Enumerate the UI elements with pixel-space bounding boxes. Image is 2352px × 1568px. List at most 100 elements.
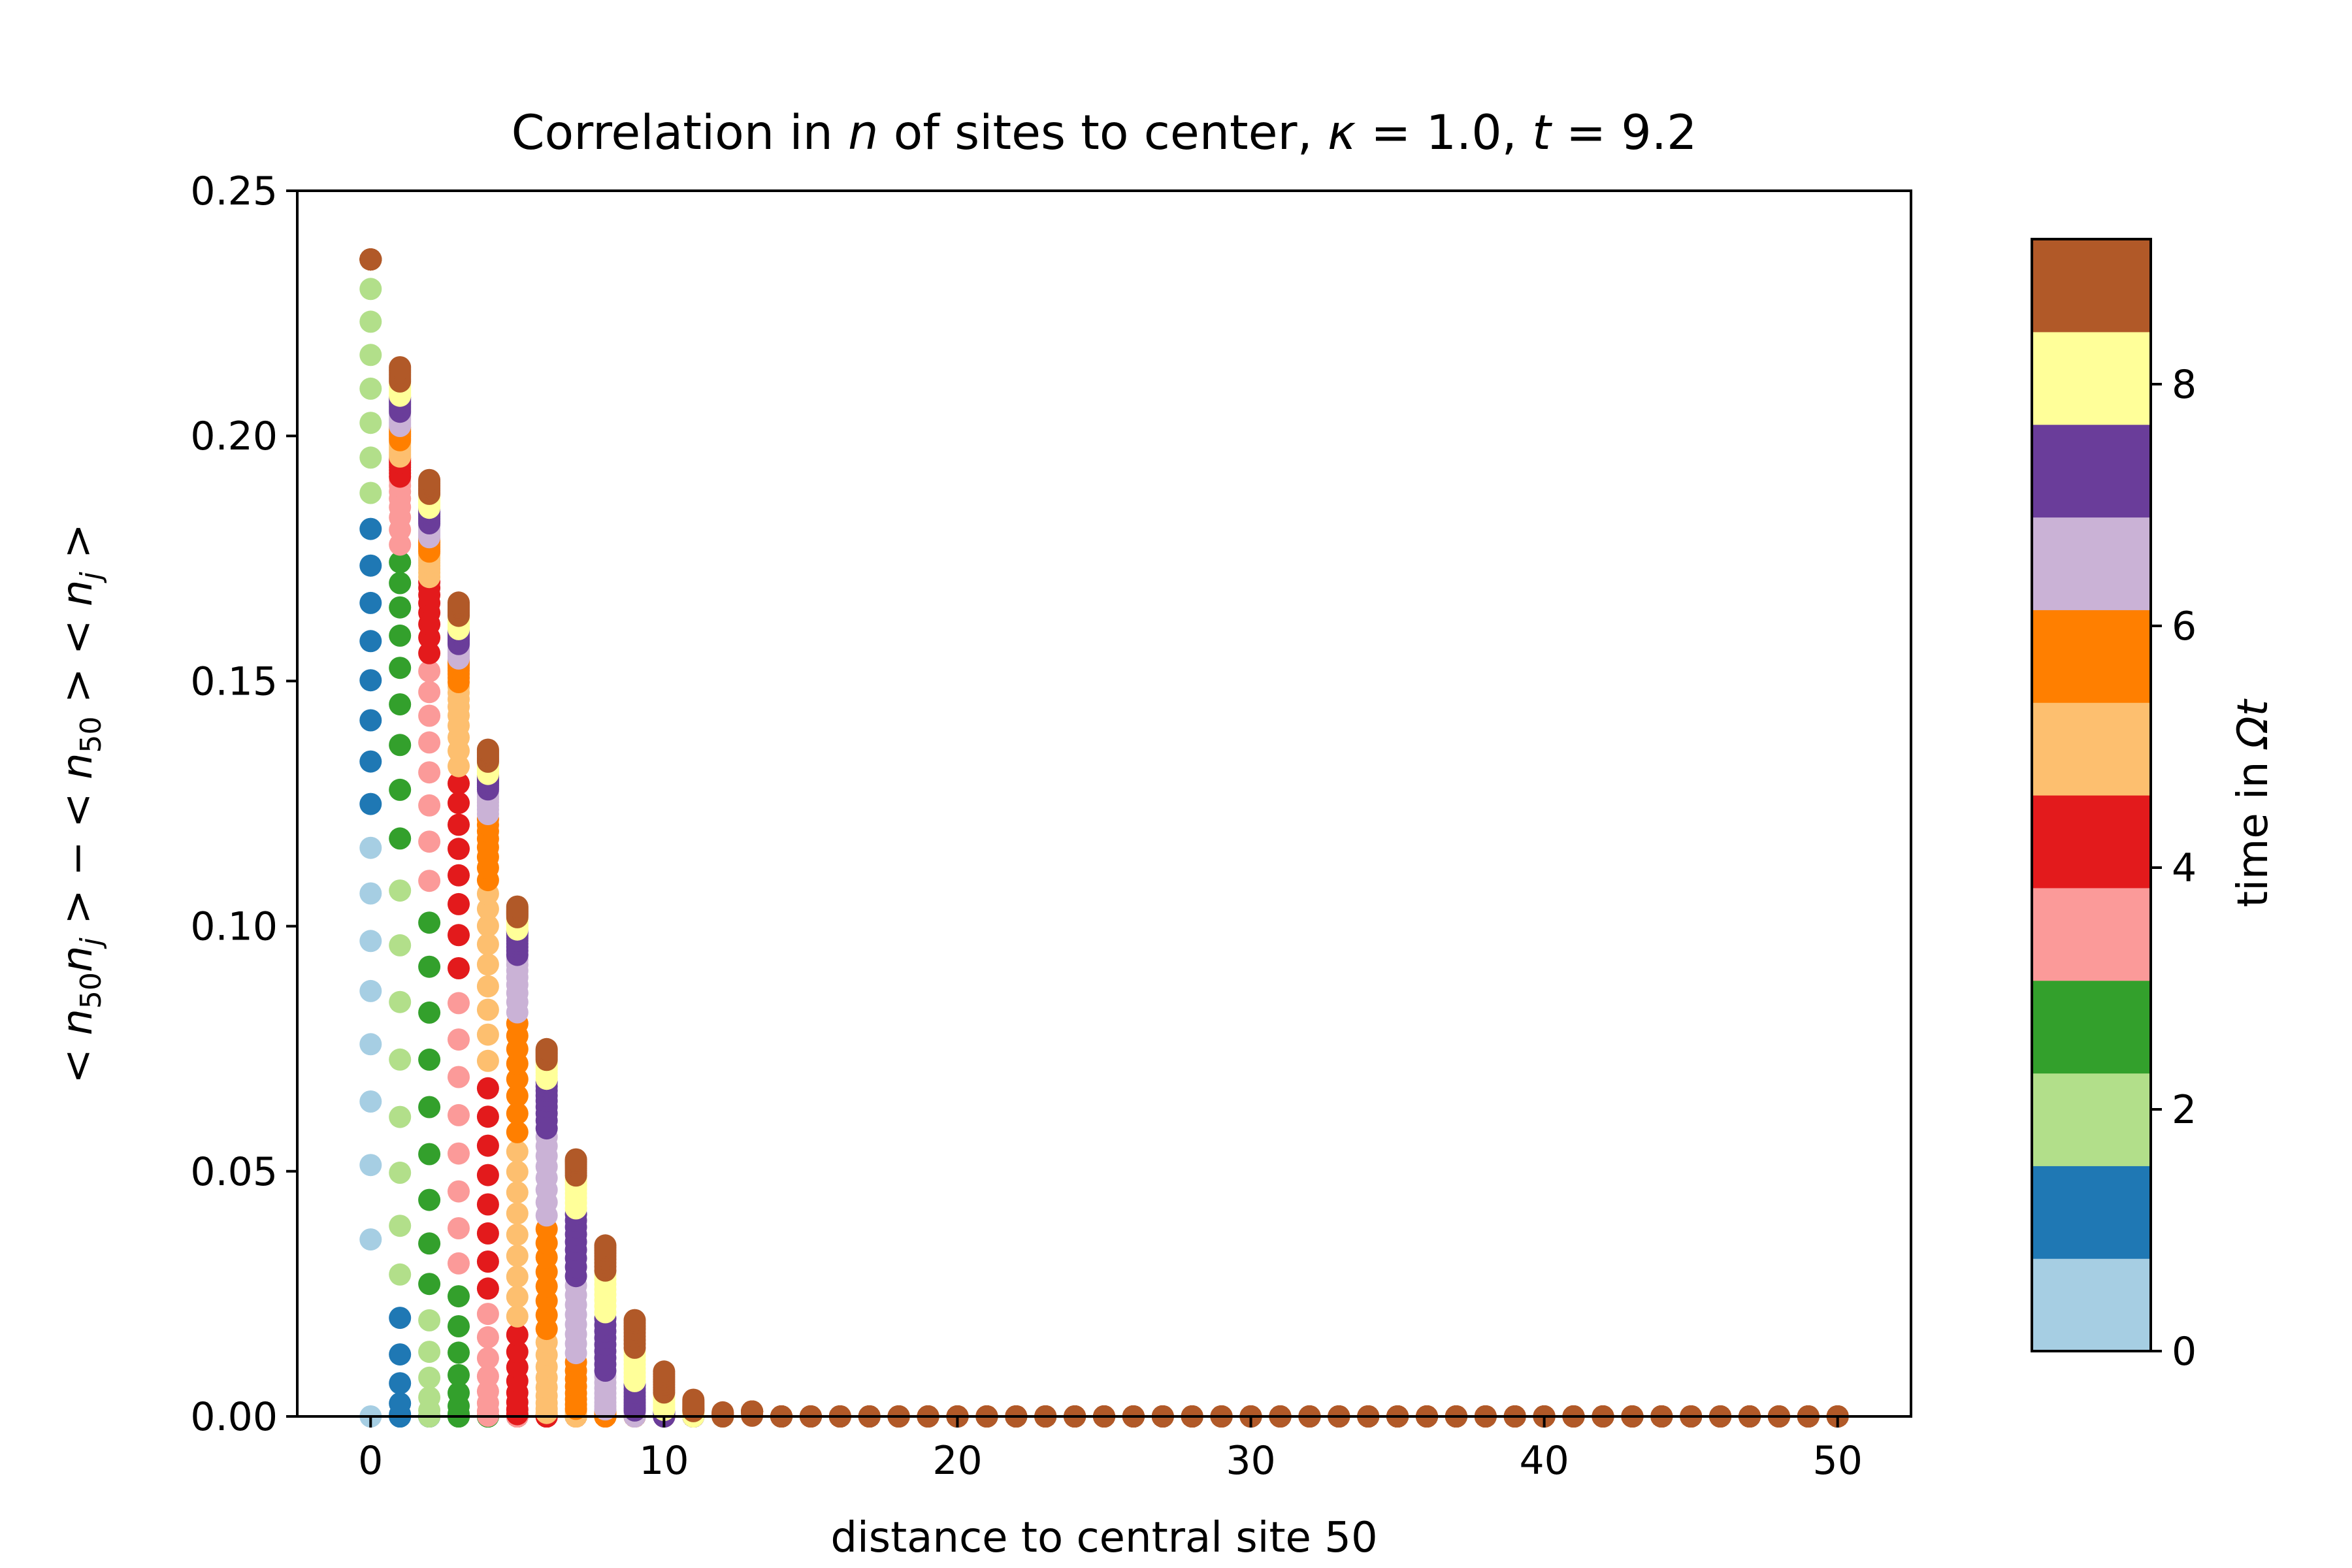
data-point xyxy=(476,1164,499,1186)
data-point xyxy=(506,1305,529,1328)
data-point xyxy=(476,1277,499,1300)
data-point xyxy=(506,1324,529,1346)
data-point xyxy=(506,1085,529,1107)
data-point xyxy=(448,813,470,836)
data-point xyxy=(476,1049,499,1072)
data-point xyxy=(359,482,382,504)
data-point xyxy=(506,1068,529,1090)
data-point xyxy=(448,1066,470,1088)
data-point xyxy=(389,657,412,679)
data-point xyxy=(418,1001,441,1024)
data-point xyxy=(359,1033,382,1056)
data-point xyxy=(418,1143,441,1166)
data-point xyxy=(359,709,382,732)
data-point xyxy=(476,915,499,938)
data-point xyxy=(359,446,382,469)
data-point xyxy=(506,1356,529,1379)
data-point xyxy=(448,755,470,777)
data-point xyxy=(418,761,441,784)
data-point xyxy=(359,979,382,1002)
data-point xyxy=(448,838,470,860)
data-point xyxy=(389,1048,412,1071)
data-point xyxy=(418,1048,441,1071)
data-point xyxy=(476,1347,499,1369)
data-point xyxy=(359,554,382,577)
data-point xyxy=(448,1180,470,1203)
data-point xyxy=(418,731,441,754)
data-point xyxy=(476,1193,499,1216)
data-point xyxy=(359,1228,382,1251)
data-point xyxy=(506,1266,529,1288)
data-point xyxy=(359,882,382,905)
data-point xyxy=(389,1343,412,1366)
data-point xyxy=(359,1154,382,1177)
data-point xyxy=(506,1120,529,1143)
data-point xyxy=(506,1245,529,1267)
data-point xyxy=(506,1286,529,1309)
data-point xyxy=(476,1326,499,1348)
data-point xyxy=(389,734,412,757)
data-point xyxy=(476,898,499,921)
data-points xyxy=(359,248,1849,1428)
data-point xyxy=(418,1386,441,1409)
data-point xyxy=(506,1181,529,1204)
data-point xyxy=(418,911,441,934)
data-point xyxy=(476,953,499,976)
data-point xyxy=(448,1315,470,1337)
data-point xyxy=(476,1134,499,1157)
data-point xyxy=(359,1090,382,1113)
data-point xyxy=(448,792,470,815)
data-point xyxy=(389,934,412,956)
data-point xyxy=(359,669,382,692)
data-point xyxy=(448,1285,470,1308)
data-point xyxy=(448,924,470,947)
data-point xyxy=(359,412,382,434)
data-point xyxy=(389,1392,412,1415)
data-point xyxy=(506,1223,529,1246)
data-point xyxy=(448,1028,470,1051)
data-point xyxy=(418,794,441,817)
data-point xyxy=(418,1273,441,1296)
data-point xyxy=(476,1303,499,1326)
data-point xyxy=(359,836,382,859)
data-point xyxy=(359,930,382,953)
data-point xyxy=(476,933,499,956)
data-point xyxy=(448,892,470,915)
data-point xyxy=(418,681,441,704)
data-point xyxy=(476,1077,499,1100)
data-point xyxy=(448,992,470,1015)
data-point xyxy=(389,827,412,850)
data-point xyxy=(389,1105,412,1128)
data-point xyxy=(506,1341,529,1364)
data-point xyxy=(448,1252,470,1275)
data-point xyxy=(448,1217,470,1239)
data-point xyxy=(389,879,412,902)
data-point xyxy=(418,1366,441,1389)
data-point xyxy=(476,1250,499,1273)
data-point xyxy=(389,1372,412,1395)
data-point xyxy=(359,278,382,301)
data-point xyxy=(418,1188,441,1211)
data-point xyxy=(506,1102,529,1125)
data-point xyxy=(359,517,382,540)
data-point xyxy=(448,957,470,979)
data-point xyxy=(476,975,499,998)
data-point xyxy=(418,660,441,683)
data-point xyxy=(359,310,382,333)
data-point xyxy=(448,1142,470,1165)
data-point xyxy=(448,772,470,795)
data-point xyxy=(418,870,441,892)
data-point xyxy=(476,1365,499,1388)
data-point xyxy=(448,1364,470,1386)
data-point xyxy=(448,1341,470,1364)
data-point xyxy=(389,624,412,647)
data-point xyxy=(389,1215,412,1237)
data-point xyxy=(359,591,382,614)
data-point xyxy=(448,1382,470,1405)
data-point xyxy=(389,551,412,574)
data-point xyxy=(506,1140,529,1163)
data-point xyxy=(418,1232,441,1255)
data-point xyxy=(389,693,412,716)
data-point xyxy=(418,1309,441,1331)
